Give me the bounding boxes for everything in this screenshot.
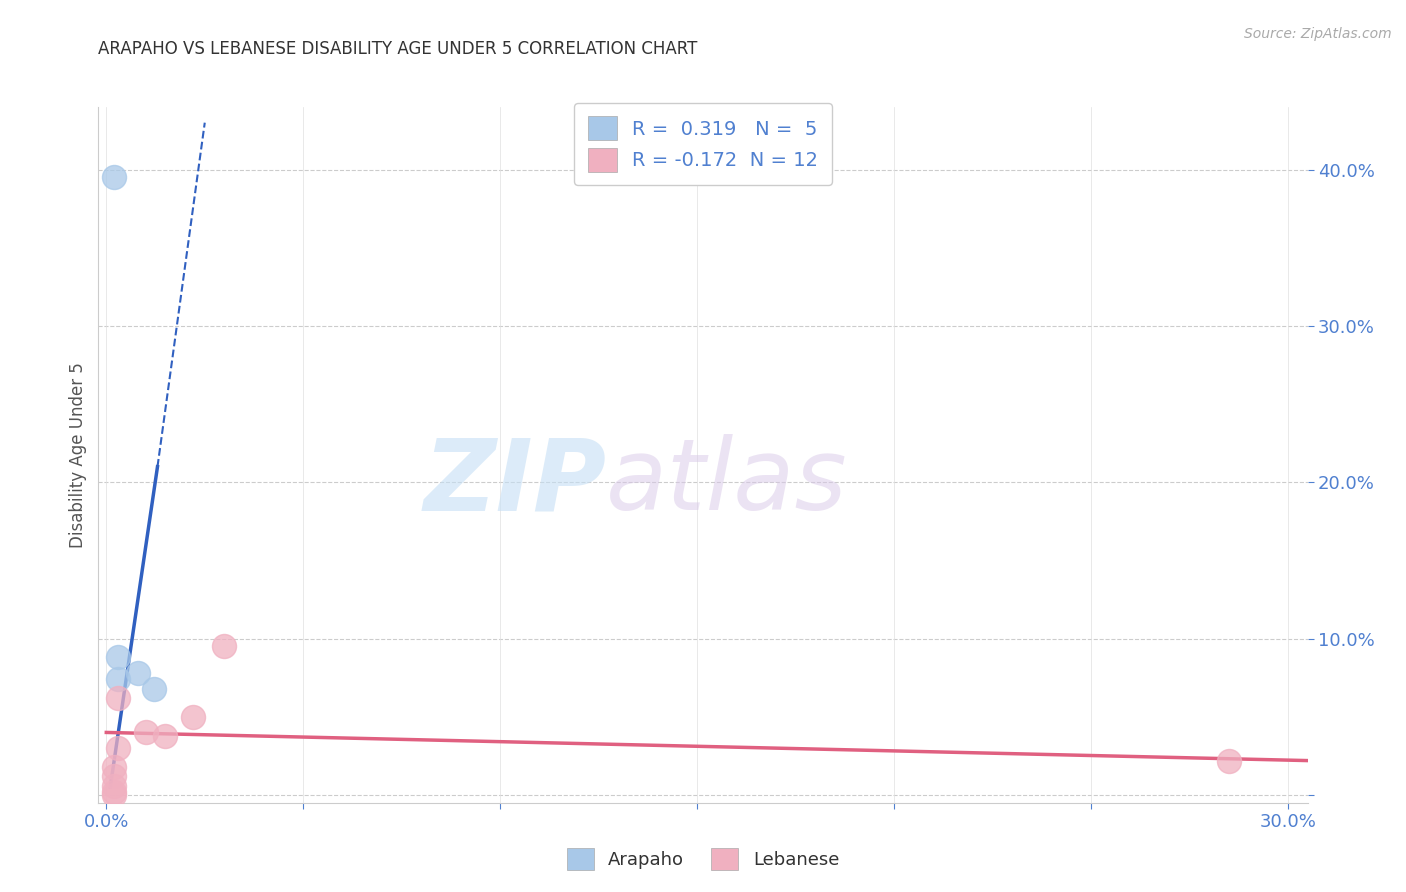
- Point: [181, 710, 204, 724]
- Point: [107, 673, 129, 687]
- Point: [103, 760, 125, 774]
- Point: [155, 729, 177, 743]
- Y-axis label: Disability Age Under 5: Disability Age Under 5: [69, 362, 87, 548]
- Point: [107, 691, 129, 706]
- Text: atlas: atlas: [606, 434, 848, 532]
- Point: [214, 640, 236, 654]
- Point: [103, 779, 125, 793]
- Point: [107, 741, 129, 756]
- Point: [135, 725, 157, 739]
- Text: Source: ZipAtlas.com: Source: ZipAtlas.com: [1244, 27, 1392, 41]
- Point: [103, 785, 125, 799]
- Point: [103, 788, 125, 802]
- Point: [103, 769, 125, 783]
- Legend: Arapaho, Lebanese: Arapaho, Lebanese: [560, 841, 846, 877]
- Point: [103, 170, 125, 185]
- Text: ARAPAHO VS LEBANESE DISABILITY AGE UNDER 5 CORRELATION CHART: ARAPAHO VS LEBANESE DISABILITY AGE UNDER…: [98, 40, 697, 58]
- Point: [127, 666, 149, 681]
- Point: [107, 650, 129, 665]
- Text: ZIP: ZIP: [423, 434, 606, 532]
- Point: [142, 681, 165, 696]
- Point: [1218, 754, 1240, 768]
